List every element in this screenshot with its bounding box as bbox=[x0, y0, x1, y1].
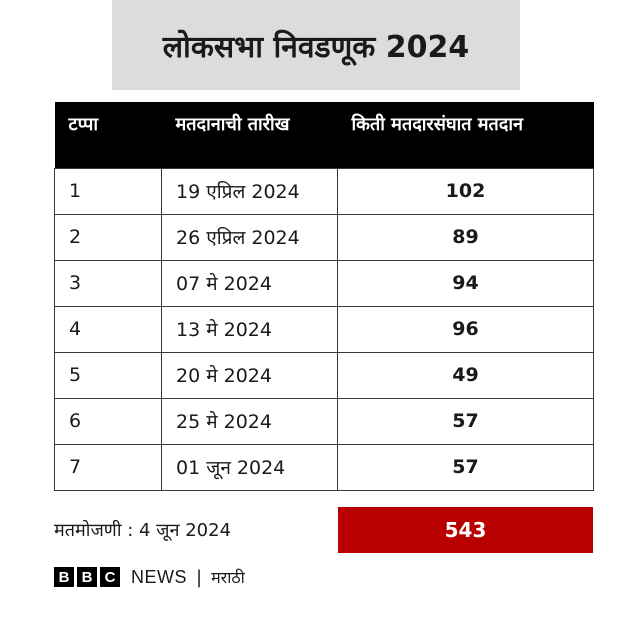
date-cell: 26 एप्रिल 2024 bbox=[161, 213, 338, 261]
count-cell: 49 bbox=[337, 351, 594, 399]
count-cell: 89 bbox=[337, 213, 594, 261]
phase-cell: 7 bbox=[54, 443, 162, 491]
bbc-logo-letter: B bbox=[77, 567, 97, 587]
count-cell: 57 bbox=[337, 397, 594, 445]
phase-table: टप्पा मतदानाची तारीख किती मतदारसंघात मतद… bbox=[54, 102, 594, 491]
phase-cell: 2 bbox=[54, 213, 162, 261]
phase-cell: 6 bbox=[54, 397, 162, 445]
count-cell: 57 bbox=[337, 443, 594, 491]
language-label: मराठी bbox=[211, 568, 245, 587]
header-date: मतदानाची तारीख bbox=[161, 102, 338, 168]
phase-cell: 3 bbox=[54, 259, 162, 307]
date-cell: 01 जून 2024 bbox=[161, 443, 338, 491]
date-cell: 25 मे 2024 bbox=[161, 397, 338, 445]
phase-cell: 4 bbox=[54, 305, 162, 353]
bbc-logo-letter: B bbox=[54, 567, 74, 587]
phase-cell: 5 bbox=[54, 351, 162, 399]
table-row: 4 13 मे 2024 96 bbox=[54, 305, 594, 353]
count-cell: 94 bbox=[337, 259, 594, 307]
footer-row: मतमोजणी : 4 जून 2024 543 bbox=[54, 507, 593, 553]
count-cell: 96 bbox=[337, 305, 594, 353]
phase-cell: 1 bbox=[54, 167, 162, 215]
table-row: 3 07 मे 2024 94 bbox=[54, 259, 594, 307]
date-cell: 19 एप्रिल 2024 bbox=[161, 167, 338, 215]
bbc-news-marathi-logo: B B C NEWS | मराठी bbox=[54, 566, 245, 588]
date-cell: 20 मे 2024 bbox=[161, 351, 338, 399]
date-cell: 07 मे 2024 bbox=[161, 259, 338, 307]
table-header-row: टप्पा मतदानाची तारीख किती मतदारसंघात मतद… bbox=[54, 102, 594, 168]
table-row: 2 26 एप्रिल 2024 89 bbox=[54, 213, 594, 261]
header-count: किती मतदारसंघात मतदान bbox=[337, 102, 594, 168]
counting-date-label: मतमोजणी : 4 जून 2024 bbox=[54, 520, 232, 541]
date-cell: 13 मे 2024 bbox=[161, 305, 338, 353]
page-title: लोकसभा निवडणूक 2024 bbox=[162, 29, 470, 65]
bbc-logo-letter: C bbox=[100, 567, 120, 587]
table-row: 7 01 जून 2024 57 bbox=[54, 443, 594, 491]
header-phase: टप्पा bbox=[54, 102, 162, 168]
brand-separator: | bbox=[196, 566, 203, 588]
table-row: 6 25 मे 2024 57 bbox=[54, 397, 594, 445]
total-badge: 543 bbox=[338, 507, 593, 553]
table-row: 1 19 एप्रिल 2024 102 bbox=[54, 167, 594, 215]
table-row: 5 20 मे 2024 49 bbox=[54, 351, 594, 399]
count-cell: 102 bbox=[337, 167, 594, 215]
title-banner: लोकसभा निवडणूक 2024 bbox=[112, 0, 520, 90]
news-wordmark: NEWS bbox=[131, 566, 187, 587]
